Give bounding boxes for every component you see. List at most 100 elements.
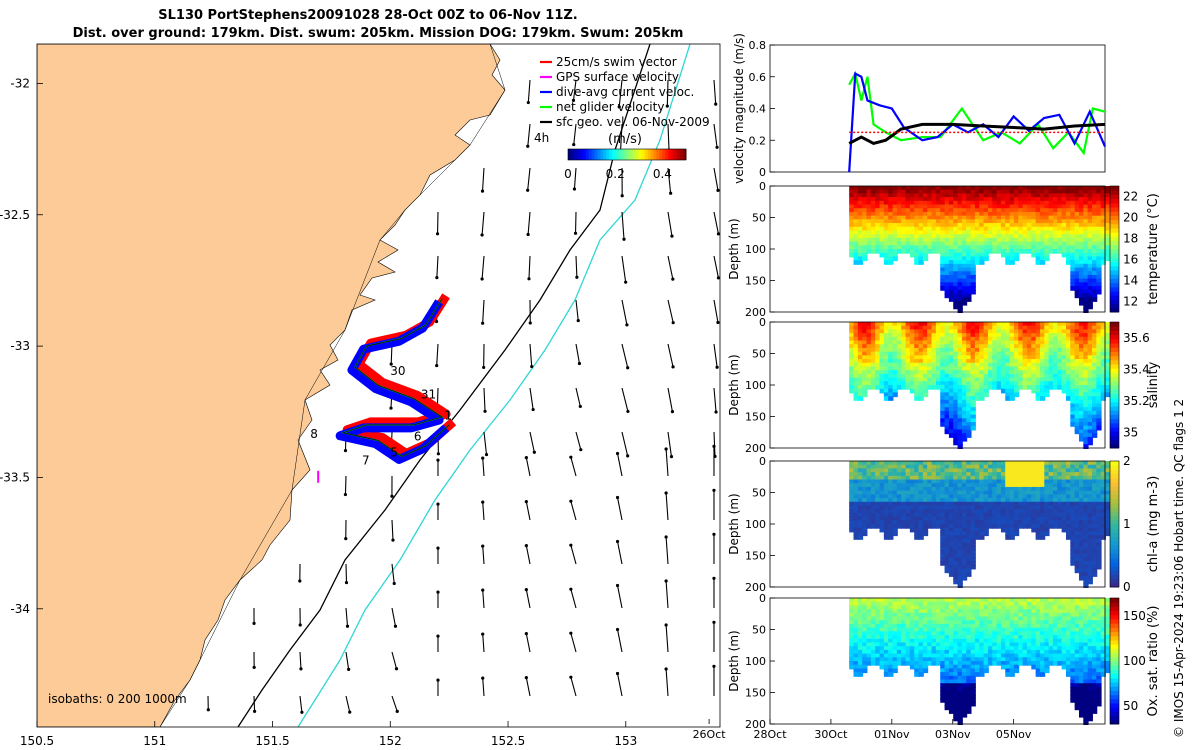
section-cell xyxy=(870,635,877,640)
section-cell xyxy=(996,490,1002,496)
colorbar-cell xyxy=(632,149,637,160)
section-cell xyxy=(953,373,959,379)
section-cell xyxy=(961,237,968,243)
section-cell xyxy=(866,197,872,202)
section-cell xyxy=(970,422,976,427)
section-cell xyxy=(940,189,946,195)
section-cell xyxy=(961,189,968,195)
colorbar-cell xyxy=(618,149,622,160)
section-cell xyxy=(888,498,894,503)
section-cell xyxy=(1105,204,1111,210)
section-cell xyxy=(944,701,950,707)
section-cell xyxy=(1061,509,1067,514)
section-cell xyxy=(1026,208,1033,213)
section-cell xyxy=(892,472,898,477)
section-cell xyxy=(1061,241,1067,247)
section-cell xyxy=(935,234,942,239)
section-cell xyxy=(909,252,916,258)
section-cell xyxy=(905,189,911,195)
section-cell xyxy=(948,598,955,603)
section-cell xyxy=(862,483,868,488)
section-cell xyxy=(1048,193,1054,199)
x-tick-label: 151 xyxy=(143,734,166,748)
section-cell xyxy=(944,200,950,206)
section-cell xyxy=(905,223,911,228)
section-cell xyxy=(1096,333,1102,338)
section-cell xyxy=(983,344,989,349)
section-cell xyxy=(1096,475,1102,481)
section-cell xyxy=(853,631,859,637)
section-cell xyxy=(914,370,920,375)
section-cell xyxy=(1078,297,1085,302)
section-cell xyxy=(862,531,868,537)
section-cell xyxy=(983,223,989,228)
section-cell xyxy=(849,527,855,533)
section-cell xyxy=(970,370,976,375)
colorbar-cell xyxy=(677,149,681,160)
section-cell xyxy=(1039,472,1046,477)
section-cell xyxy=(1096,226,1102,232)
section-cell xyxy=(970,483,976,488)
section-cell xyxy=(1078,351,1085,357)
section-cell xyxy=(1013,373,1020,379)
section-cell xyxy=(953,260,959,265)
section-cell xyxy=(1057,472,1063,477)
section-cell xyxy=(944,362,950,368)
section-cell xyxy=(849,366,855,372)
section-cell xyxy=(914,344,920,349)
section-cell xyxy=(953,546,959,551)
section-cell xyxy=(1035,322,1041,327)
section-cell xyxy=(979,322,985,327)
section-cell xyxy=(944,683,950,688)
section-cell xyxy=(1074,557,1080,563)
section-cell xyxy=(966,385,972,390)
section-cell xyxy=(1083,410,1089,416)
section-cell xyxy=(857,197,864,202)
section-cell xyxy=(940,399,946,405)
section-cell xyxy=(879,215,885,221)
section-cell xyxy=(1048,362,1054,368)
section-cell xyxy=(1022,490,1028,496)
section-cell xyxy=(853,370,859,375)
section-cell xyxy=(1074,286,1080,291)
section-cell xyxy=(853,635,859,640)
section-cell xyxy=(1039,373,1046,379)
section-cell xyxy=(1087,538,1093,544)
section-cell xyxy=(922,609,929,614)
vel-tick-label: 0.4 xyxy=(749,103,767,116)
section-cell xyxy=(1083,226,1089,232)
section-cell xyxy=(914,672,920,677)
section-cell xyxy=(974,340,981,346)
section-cell xyxy=(1070,370,1076,375)
section-cell xyxy=(1096,542,1102,548)
section-cell xyxy=(870,605,877,611)
section-cell xyxy=(1013,377,1020,383)
section-cell xyxy=(1078,388,1085,394)
section-cell xyxy=(974,245,981,250)
section-cell xyxy=(1078,344,1085,349)
section-cell xyxy=(909,623,916,629)
section-cell xyxy=(953,535,959,540)
section-cell xyxy=(909,211,916,217)
section-cell xyxy=(987,340,994,346)
section-cell xyxy=(1096,410,1102,416)
sfc-vector xyxy=(665,668,669,697)
section-cell xyxy=(1044,381,1050,386)
section-cell xyxy=(909,646,916,651)
section-cell xyxy=(888,381,894,386)
section-cell xyxy=(1087,461,1093,466)
section-cell xyxy=(1000,197,1007,202)
section-cell xyxy=(961,564,968,570)
section-cell xyxy=(1048,468,1054,474)
section-cell xyxy=(888,524,894,529)
section-cell xyxy=(944,516,950,522)
section-cell xyxy=(1044,200,1050,206)
section-cell xyxy=(1096,494,1102,500)
section-cell xyxy=(1000,490,1007,496)
section-cell xyxy=(979,215,985,221)
section-cell xyxy=(1000,498,1007,503)
section-cell xyxy=(1083,568,1089,574)
section-cell xyxy=(957,223,963,228)
section-cell xyxy=(983,494,989,500)
section-cell xyxy=(875,635,881,640)
